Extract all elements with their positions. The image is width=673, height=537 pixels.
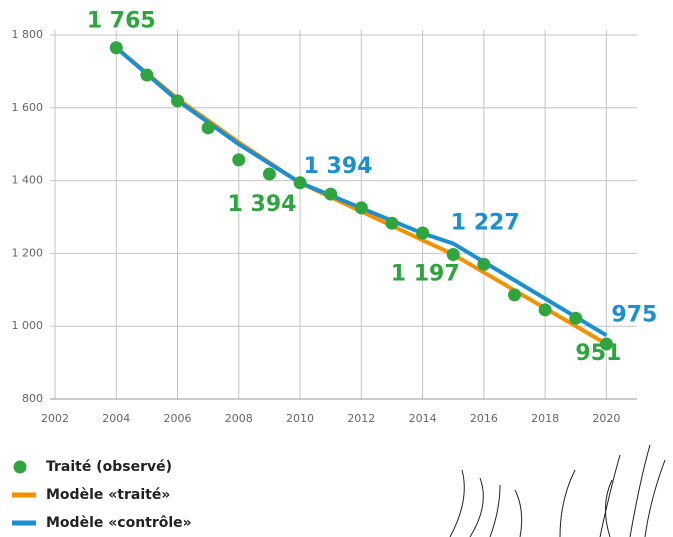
value-label: 1 765 — [87, 9, 156, 34]
x-tick-label: 2006 — [164, 412, 192, 425]
value-label: 1 394 — [304, 154, 373, 179]
y-tick-label: 1 800 — [12, 28, 44, 41]
plot-area — [50, 30, 637, 399]
marker — [109, 41, 123, 55]
marker — [201, 121, 215, 135]
marker — [477, 257, 491, 271]
x-tick-label: 2002 — [41, 412, 69, 425]
x-tick-label: 2016 — [470, 412, 498, 425]
value-label: 1 394 — [228, 192, 297, 217]
y-tick-label: 1 200 — [12, 246, 44, 259]
x-tick-label: 2010 — [286, 412, 314, 425]
value-label: 951 — [575, 341, 621, 366]
marker — [385, 216, 399, 230]
marker — [262, 167, 276, 181]
value-label: 1 197 — [391, 261, 460, 286]
marker — [232, 153, 246, 167]
x-tick-label: 2018 — [531, 412, 559, 425]
x-tick-label: 2004 — [102, 412, 130, 425]
marker — [569, 311, 583, 325]
decoration — [449, 444, 666, 537]
value-label: 975 — [611, 302, 657, 327]
legend-label: Modèle «traité» — [46, 487, 170, 503]
marker — [140, 68, 154, 82]
marker — [354, 201, 368, 215]
x-tick-label: 2014 — [409, 412, 437, 425]
legend-label: Traité (observé) — [46, 459, 172, 475]
value-label: 1 227 — [451, 211, 520, 236]
y-tick-label: 800 — [22, 392, 43, 405]
y-tick-label: 1 600 — [12, 101, 44, 114]
marker — [599, 337, 613, 351]
marker — [171, 94, 185, 108]
y-tick-label: 1 400 — [12, 174, 44, 187]
marker — [416, 226, 430, 240]
marker — [324, 187, 338, 201]
x-tick-label: 2008 — [225, 412, 253, 425]
y-tick-label: 1 000 — [12, 319, 44, 332]
legend-label: Modèle «contrôle» — [46, 515, 192, 531]
x-tick-label: 2012 — [347, 412, 375, 425]
legend-swatch — [13, 460, 27, 474]
marker — [446, 247, 460, 261]
x-tick-label: 2020 — [592, 412, 620, 425]
marker — [293, 176, 307, 190]
marker — [538, 303, 552, 317]
marker — [507, 288, 521, 302]
